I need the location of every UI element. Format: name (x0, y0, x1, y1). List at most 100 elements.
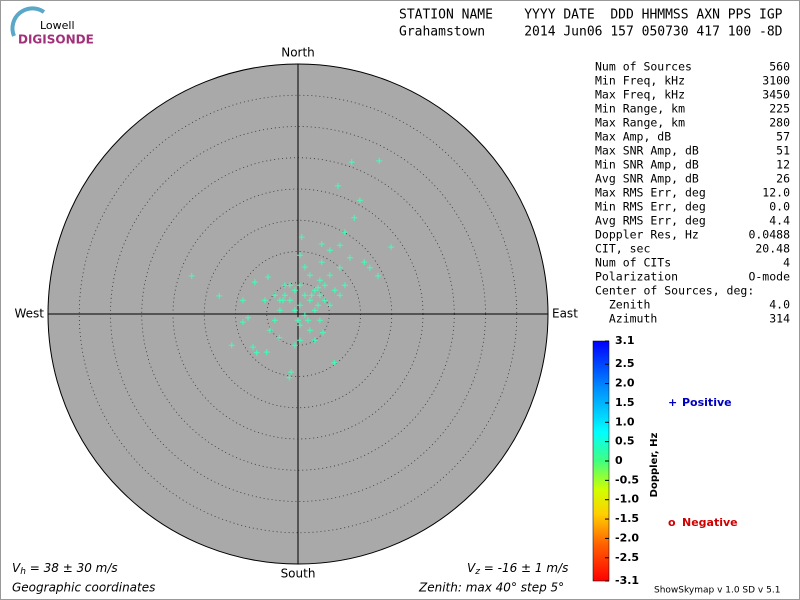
stat-label: Min Range, km (595, 102, 685, 116)
stat-value: 280 (769, 116, 790, 130)
source-point (315, 302, 321, 309)
source-point (315, 284, 321, 291)
stat-value: 3100 (762, 74, 790, 88)
source-point (245, 314, 251, 321)
zenith-label: Zenith: max 40° step 5° (418, 581, 564, 595)
stat-label: Min RMS Err, deg (595, 200, 706, 214)
source-point (321, 282, 328, 289)
source-point (341, 282, 348, 289)
colorbar-tick-label: -2.5 (615, 551, 639, 564)
stat-label: Min SNR Amp, dB (595, 158, 699, 172)
stat-value: 225 (769, 102, 790, 116)
legend-positive: Positive (682, 396, 732, 409)
source-point (291, 287, 298, 294)
stat-value: 4.4 (769, 214, 790, 228)
source-point (276, 307, 283, 314)
stat-value: 4 (783, 256, 790, 270)
vh-label: Vh = 38 ± 30 m/s (12, 561, 118, 577)
stat-value: 51 (776, 144, 790, 158)
source-point (291, 342, 298, 349)
source-point (261, 297, 268, 304)
stat-label: Min Freq, kHz (595, 74, 685, 88)
source-point (388, 244, 395, 251)
source-point (296, 322, 303, 329)
source-point (336, 292, 343, 299)
stat-label: Avg RMS Err, deg (595, 214, 706, 228)
stat-value: O-mode (748, 270, 790, 284)
stat-label: Doppler Res, Hz (595, 228, 699, 242)
source-point (376, 157, 383, 164)
source-point (331, 359, 338, 366)
source-point (336, 264, 343, 271)
source-point (316, 277, 323, 284)
source-point (351, 214, 358, 221)
stat-value: 560 (769, 60, 790, 74)
logo-top: Lowell (40, 19, 75, 32)
source-point (346, 254, 353, 261)
source-point (321, 297, 328, 304)
source-point (281, 282, 288, 289)
source-point (298, 234, 305, 241)
stat-value: 26 (776, 172, 790, 186)
source-point (311, 287, 318, 294)
source-point (375, 272, 381, 279)
source-point (276, 334, 283, 341)
source-point (265, 274, 271, 281)
stat-label: Num of CITs (595, 256, 671, 270)
stat-value: 3450 (762, 88, 790, 102)
source-point (253, 349, 260, 356)
source-point (188, 272, 195, 279)
source-point (336, 242, 343, 249)
source-point (356, 197, 363, 204)
source-point (281, 292, 288, 299)
source-point (301, 312, 308, 319)
stat-value: 20.48 (755, 242, 790, 256)
stat-label: Zenith (595, 298, 650, 312)
stat-label: Max Freq, kHz (595, 88, 685, 102)
colorbar-tick-label: 2.0 (615, 377, 635, 390)
source-point (348, 159, 355, 166)
source-point (296, 282, 303, 289)
direction-label: North (281, 46, 315, 60)
colorbar-tick-label: -3.1 (615, 574, 639, 587)
stat-value: 12 (776, 158, 790, 172)
source-point (240, 319, 246, 326)
source-point (216, 292, 223, 299)
legend-symbol: + (668, 396, 677, 409)
stat-label: Max Range, km (595, 116, 685, 130)
source-point (341, 229, 348, 236)
source-point (250, 344, 256, 351)
legend-symbol: o (668, 516, 676, 529)
direction-label: East (552, 307, 578, 321)
source-point (366, 264, 373, 271)
source-point (295, 317, 301, 324)
stat-value: 57 (776, 130, 790, 144)
source-point (240, 297, 246, 304)
source-point (316, 317, 323, 324)
colorbar-tick-label: 0.5 (615, 435, 635, 448)
stat-value: 314 (769, 312, 790, 326)
source-point (326, 247, 333, 254)
stat-label: Max SNR Amp, dB (595, 144, 699, 158)
source-point (305, 317, 311, 324)
colorbar-tick-label: 2.5 (615, 357, 635, 370)
stat-value: 0.0488 (748, 228, 790, 242)
stat-label: Max Amp, dB (595, 130, 671, 144)
source-point (318, 259, 325, 266)
source-point (326, 272, 333, 279)
source-point (306, 297, 313, 304)
coords-label: Geographic coordinates (12, 581, 155, 595)
source-point (320, 329, 326, 336)
direction-label: West (14, 307, 44, 321)
source-point (335, 182, 341, 189)
stat-label: CIT, sec (595, 242, 650, 256)
source-point (306, 327, 313, 334)
stat-label: Num of Sources (595, 60, 692, 74)
stat-label: Polarization (595, 270, 678, 284)
stat-label: Azimuth (595, 312, 657, 326)
colorbar-tick-label: 1.0 (615, 415, 635, 428)
source-point (318, 241, 325, 247)
source-point (296, 302, 303, 309)
colorbar-tick-label: -1.0 (615, 493, 639, 506)
